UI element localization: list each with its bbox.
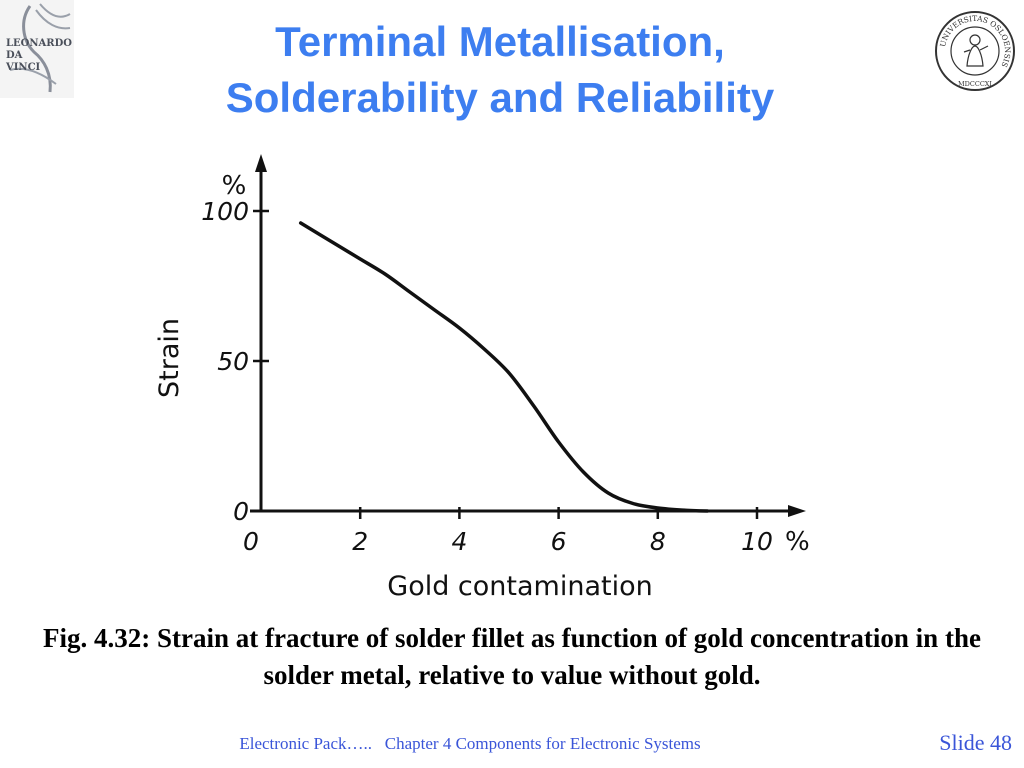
leonardo-logo-line2: DA [6,50,23,61]
chart-svg: % % Strain Gold contamination 0 2 4 6 8 10050… [154,154,810,602]
leonardo-logo-graphic: LEONARDO DA VINCI [0,0,74,98]
y-tick-label: 50 [217,347,249,376]
leonardo-logo-line1: LEONARDO [6,38,72,49]
strain-vs-gold-chart: % % Strain Gold contamination 0 2 4 6 8 10 0 50… [140,150,820,610]
x-axis-arrow [788,505,806,517]
x-tick-label: 6 [551,527,567,556]
figure-caption: Fig. 4.32: Strain at fracture of solder … [43,623,981,690]
y-tick-label: 0 [233,497,249,526]
leonardo-logo-line3: VINCI [5,62,41,73]
y-axis-arrow [255,154,267,172]
x-tick-label: 4 [451,527,467,556]
title-line-1: Terminal Metallisation, [275,18,725,65]
x-unit-label: % [785,527,810,557]
university-seal: UNIVERSITAS OSLOENSIS MDCCCXI [934,10,1016,92]
footer-left-text: Electronic Pack….. [239,734,373,753]
seal-year-text: MDCCCXI [958,80,992,88]
strain-curve [298,221,710,513]
x-tick-label: 10 [741,527,773,556]
x-axis-title: Gold contamination [387,571,652,602]
y-unit-label: % [222,171,247,201]
title-line-2: Solderability and Reliability [225,74,775,121]
leonardo-da-vinci-logo: LEONARDO DA VINCI [0,0,74,98]
footer: Electronic Pack….. Chapter 4 Components … [140,734,800,754]
footer-chapter-text: Chapter 4 Components for Electronic Syst… [384,734,701,753]
slide-number: Slide 48 [939,730,1012,755]
y-axis-title: Strain [154,318,185,398]
y-tick-label: 100 [201,197,249,226]
x-tick-label: 2 [352,527,368,556]
slide-title: Terminal Metallisation, Solderability an… [100,14,900,126]
x-tick-label: 8 [650,527,666,556]
x-tick-label: 0 [243,527,259,556]
university-seal-graphic: UNIVERSITAS OSLOENSIS MDCCCXI [935,11,1015,91]
